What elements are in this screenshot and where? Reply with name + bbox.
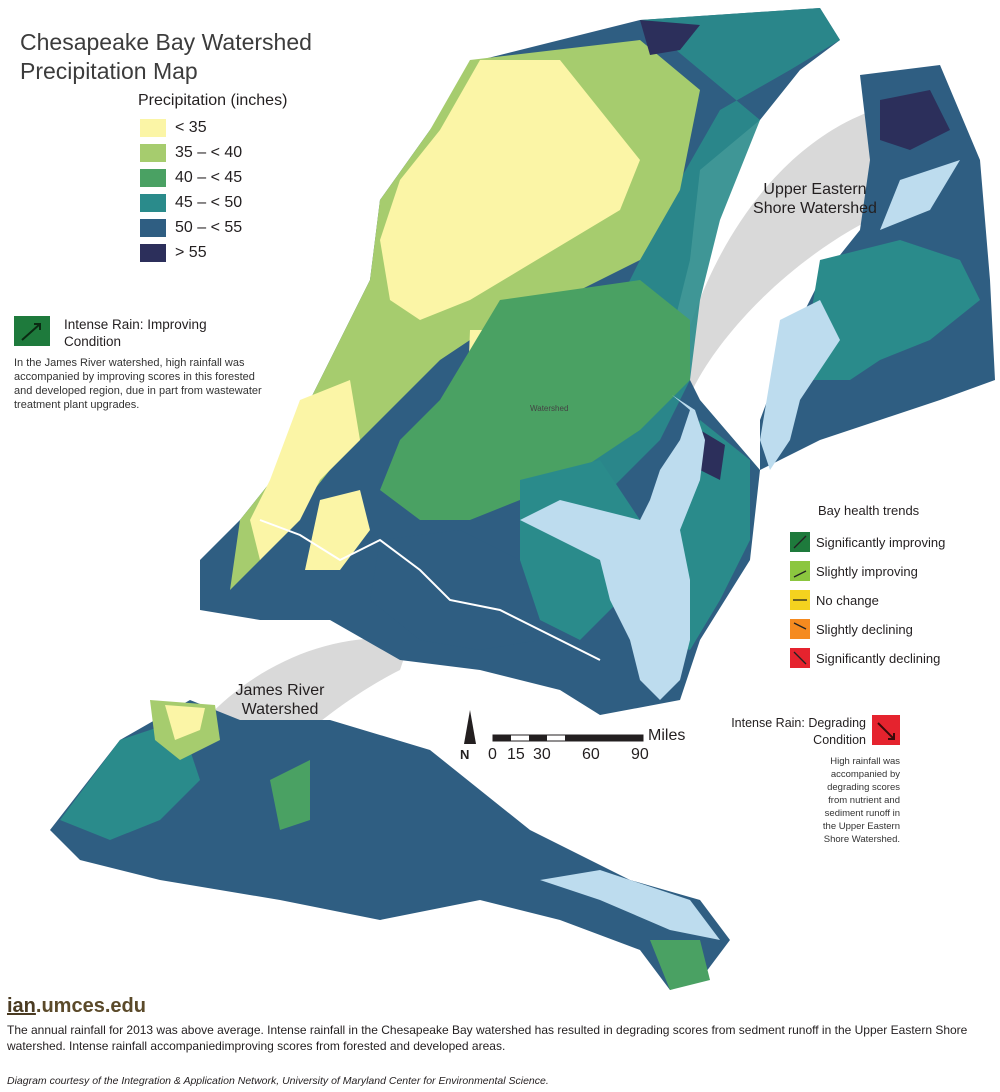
legend-label: > 55 [175,244,207,261]
bay-trends-title: Bay health trends [818,503,920,518]
watershed-small-label: Watershed [530,404,569,413]
legend-row: 50 – < 55 [140,218,242,238]
brand-link[interactable]: ian.umces.edu [7,995,146,1018]
upper-eastern-shore-connector [672,108,890,395]
map-title-line2: Precipitation Map [20,58,198,84]
trend-row: Slightly improving [790,560,918,582]
trend-row: Significantly improving [790,531,945,553]
legend-row: > 55 [140,243,207,263]
chesapeake-bay-water [520,395,705,700]
trend-label: Slightly declining [816,621,913,637]
legend-row: < 35 [140,118,207,138]
james-river-inset [50,700,730,990]
legend-row: 40 – < 45 [140,168,242,188]
trend-row: Slightly declining [790,618,913,640]
legend-swatch [140,119,166,137]
north-label: N [460,747,470,762]
main-watershed [200,8,840,715]
brand-domain: .umces.edu [35,995,146,1017]
degrading-callout-title-line1: Intense Rain: Degrading [731,716,866,730]
improving-callout-title-line1: Intense Rain: Improving [64,317,207,332]
improving-callout: Intense Rain: Improving Condition In the… [14,316,264,412]
arrow-up-icon [790,532,810,552]
trend-label: No change [816,592,879,608]
legend-row: 35 – < 40 [140,143,242,163]
scale-tick-60: 60 [582,746,600,763]
arrow-down-icon [790,648,810,668]
arrow-slight-up-icon [790,561,810,581]
scale-tick-15: 15 [507,746,525,763]
legend-label: < 35 [175,119,207,136]
james-river-label: James River Watershed [235,682,325,718]
map-title-line1: Chesapeake Bay Watershed [20,29,312,55]
legend-label: 45 – < 50 [175,194,243,211]
legend-swatch [140,219,166,237]
scale-unit: Miles [648,727,686,744]
degrading-callout-body: High rainfall was accompanied by degradi… [822,756,900,845]
trend-label: Significantly declining [816,650,941,666]
improving-callout-body: In the James River watershed, high rainf… [14,357,262,411]
legend-label: 35 – < 40 [175,144,243,161]
legend-swatch [140,144,166,162]
james-river-boundary [259,519,601,661]
legend-row: 45 – < 50 [140,193,242,213]
degrading-callout: Intense Rain: Degrading Condition High r… [720,715,900,846]
legend-swatch [140,244,166,262]
legend-swatch [140,194,166,212]
significantly-declining-icon [872,715,900,745]
upper-eastern-shore-inset [760,65,995,470]
credit-line: Diagram courtesy of the Integration & Ap… [7,1075,549,1087]
trend-label: Slightly improving [816,563,918,579]
trend-row: No change [790,589,879,611]
footer-caption: The annual rainfall for 2013 was above a… [7,1023,968,1053]
legend-label: 50 – < 55 [175,219,243,236]
map-title: Chesapeake Bay Watershed Precipitation M… [20,28,312,86]
upper-eastern-shore-label: Upper Eastern Shore Watershed [753,181,877,217]
arrow-right-icon [790,590,810,610]
degrading-callout-title-line2: Condition [813,733,866,747]
improving-callout-title-line2: Condition [64,334,122,349]
north-arrow [464,710,476,744]
trend-label: Significantly improving [816,534,946,550]
arrow-slight-down-icon [790,619,810,639]
scale-tick-0: 0 [488,746,497,763]
significantly-improving-icon [14,316,50,346]
legend-label: 40 – < 45 [175,169,243,186]
brand-ian: ian [7,995,36,1017]
legend-swatch [140,169,166,187]
scale-bar [492,734,644,742]
legend-title: Precipitation (inches) [138,92,288,109]
scale-tick-90: 90 [631,746,649,763]
scale-tick-30: 30 [533,746,551,763]
trend-row: Significantly declining [790,647,940,669]
